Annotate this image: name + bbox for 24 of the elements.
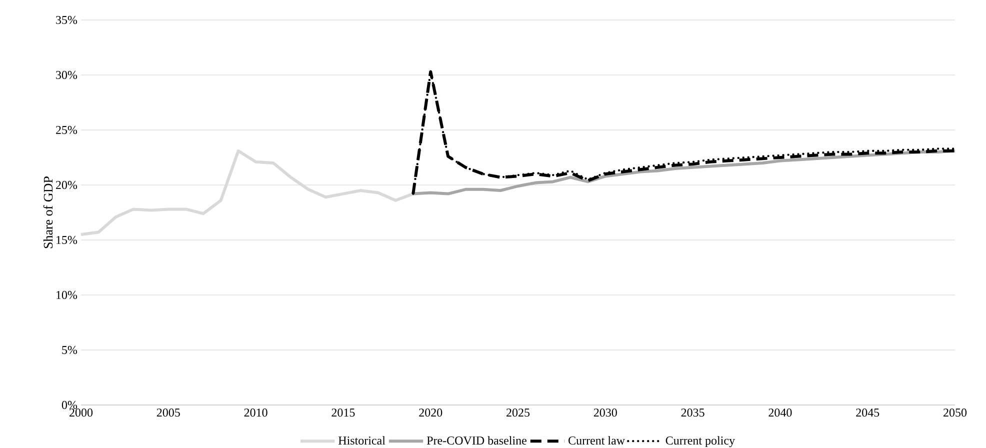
legend-label: Current law bbox=[568, 436, 625, 445]
legend-label: Pre-COVID baseline bbox=[426, 436, 526, 445]
legend-label: Historical bbox=[338, 436, 386, 445]
x-tick-label: 2000 bbox=[70, 408, 93, 417]
y-tick-label: 20% bbox=[56, 180, 78, 190]
x-tick-label: 2035 bbox=[681, 408, 704, 417]
x-tick-label: 2050 bbox=[944, 408, 967, 417]
y-tick-label: 5% bbox=[62, 346, 78, 354]
legend-label: Current policy bbox=[666, 436, 735, 448]
x-tick-label: 2045 bbox=[856, 408, 880, 417]
x-tick-label: 2015 bbox=[332, 408, 355, 417]
x-tick-label: 2010 bbox=[244, 408, 268, 417]
y-tick-label: 30% bbox=[56, 70, 78, 80]
x-tick-label: 2030 bbox=[594, 408, 617, 417]
y-tick-label: 25% bbox=[56, 126, 78, 134]
y-tick-label: 15% bbox=[56, 236, 78, 244]
y-tick-label: 0% bbox=[62, 400, 78, 410]
x-tick-label: 2025 bbox=[506, 408, 530, 417]
y-axis-title: Share of GDP bbox=[43, 176, 53, 248]
x-tick-label: 2040 bbox=[768, 408, 792, 417]
y-tick-label: 35% bbox=[56, 16, 78, 24]
x-tick-label: 2005 bbox=[156, 408, 180, 417]
x-tick-label: 2020 bbox=[419, 408, 442, 417]
y-tick-label: 10% bbox=[56, 290, 78, 300]
